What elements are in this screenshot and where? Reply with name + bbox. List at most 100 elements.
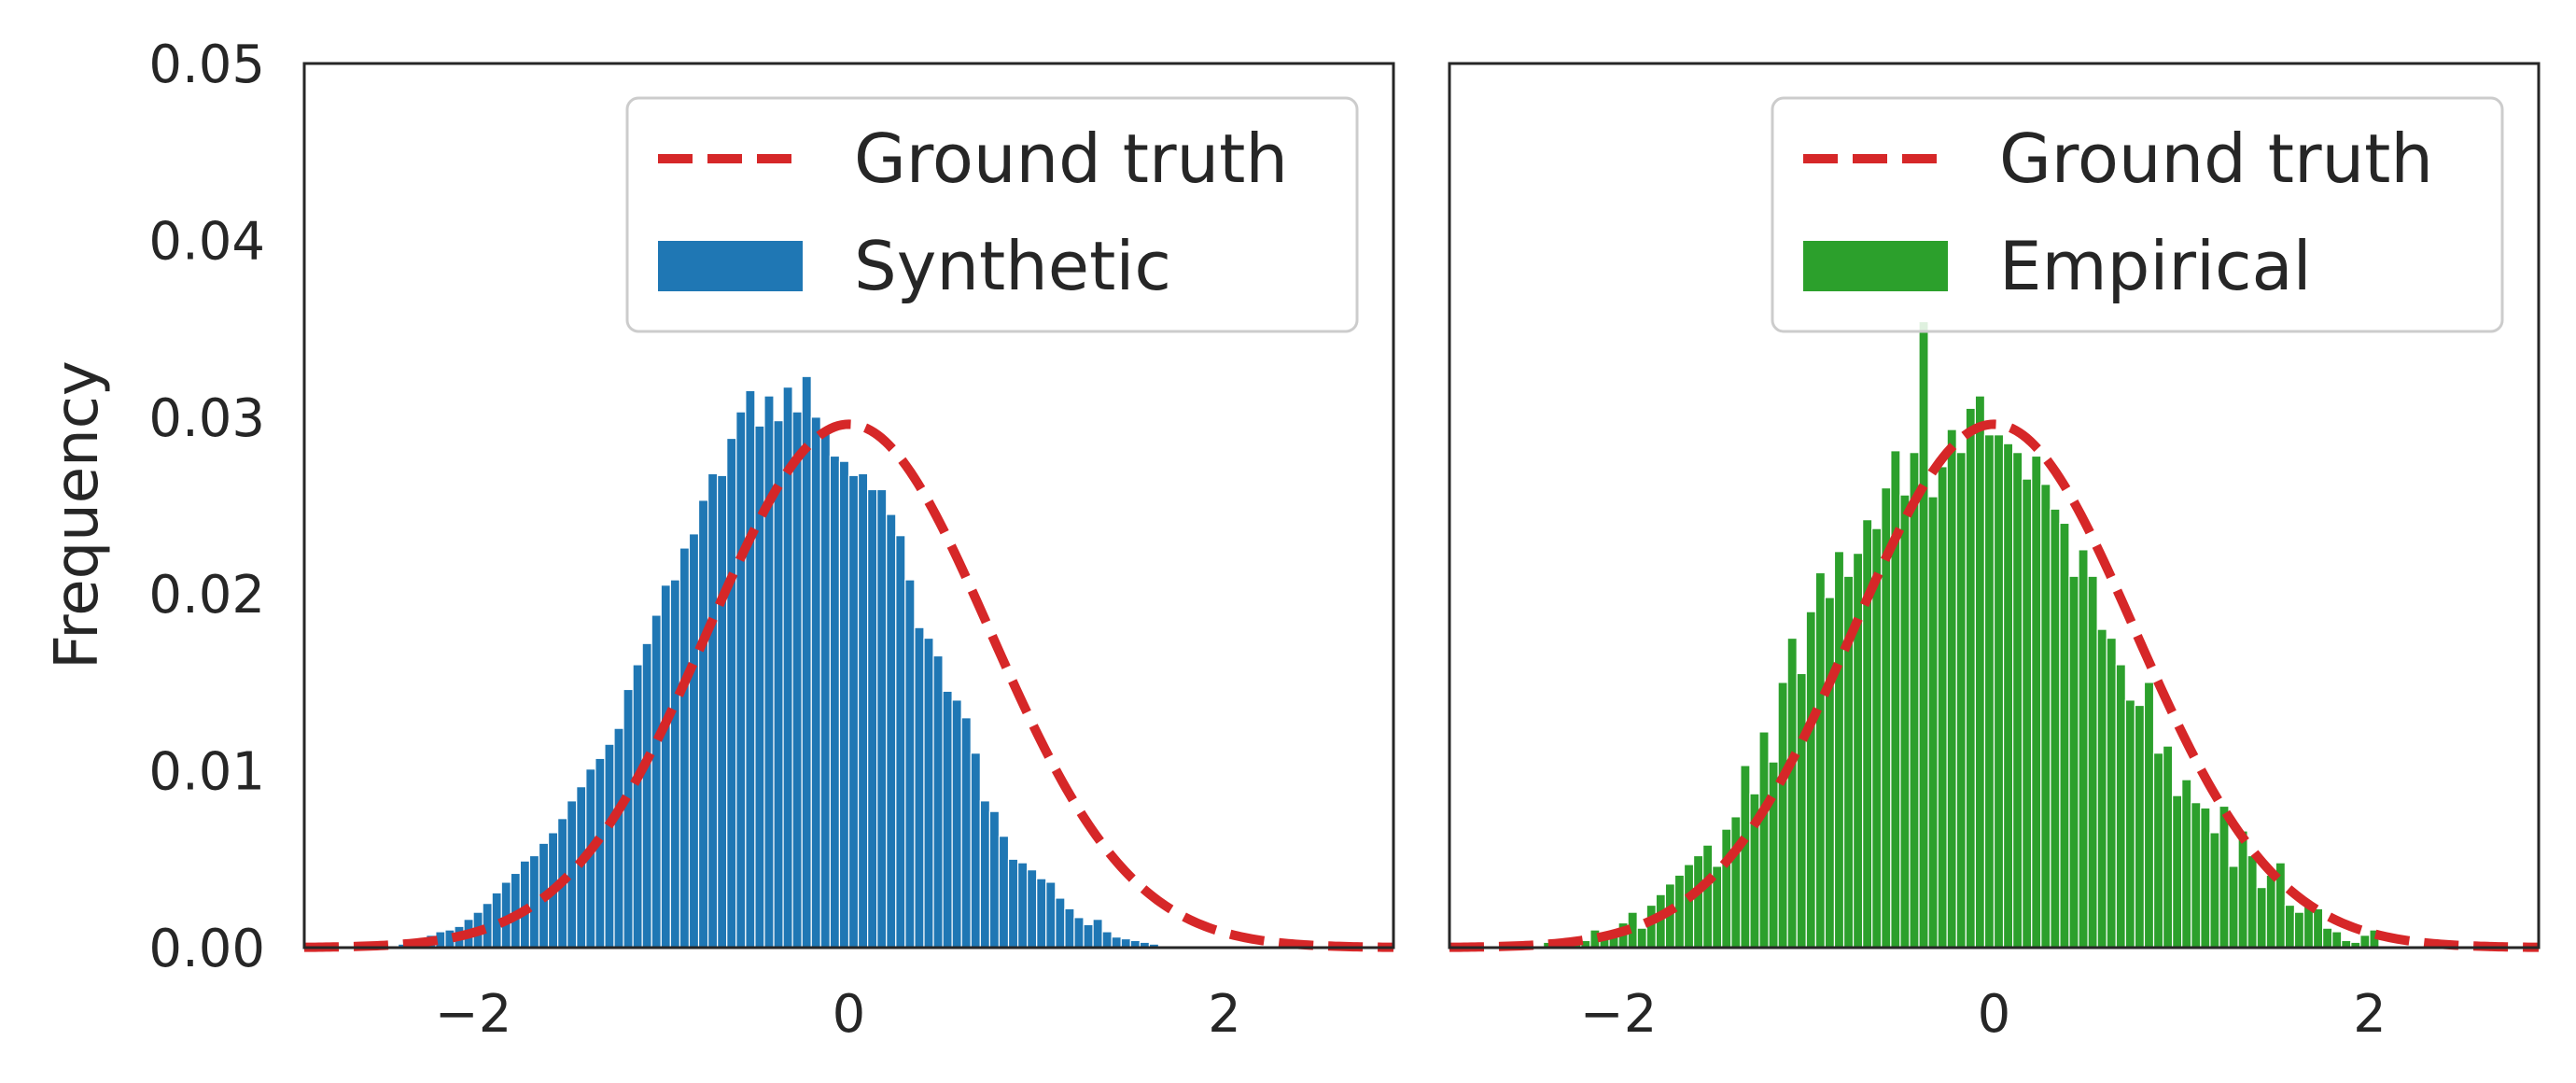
right-panel: −2 0 2 Ground truth Empirical (1448, 62, 2541, 1045)
legend: Ground truth Empirical (1771, 96, 2504, 333)
histogram-bar (763, 395, 775, 949)
histogram-bar (2293, 911, 2305, 949)
histogram-bar (886, 513, 897, 949)
y-tick-label: 0.02 (148, 565, 265, 626)
y-axis-label: Frequency (43, 360, 112, 669)
legend-box (625, 96, 1359, 333)
histogram-bar (2265, 874, 2276, 949)
histogram-bar (1993, 434, 2005, 949)
legend-label: Ground truth (1999, 120, 2433, 198)
histogram-bar (2331, 931, 2343, 949)
histogram-bar (2322, 927, 2333, 949)
histogram-bar (1965, 407, 1976, 949)
histogram-bar (2256, 886, 2267, 949)
histogram-bar (2078, 549, 2089, 949)
histogram-bar (1814, 571, 1827, 949)
y-tick-label: 0.00 (148, 919, 265, 979)
histogram-bar (1899, 494, 1911, 949)
histogram-bar (688, 533, 700, 949)
histogram-bar (942, 690, 953, 949)
histogram-bar (2050, 508, 2061, 949)
legend-patch-swatch (658, 241, 803, 291)
histogram-bar (651, 614, 662, 949)
histogram-bar (857, 472, 869, 949)
histogram-bar (2096, 628, 2107, 949)
x-tick-label: −2 (435, 984, 512, 1045)
x-tick-label: 0 (1978, 984, 2011, 1045)
histogram-bar (2022, 478, 2033, 949)
histogram-bar (2228, 865, 2239, 949)
histogram-bar (914, 626, 925, 949)
histogram-bar (1918, 320, 1929, 949)
histogram-bar (1101, 931, 1113, 949)
histogram-bar (1636, 927, 1647, 949)
histogram-bar (2247, 854, 2258, 949)
histogram-bar (819, 430, 831, 949)
legend-label: Synthetic (854, 227, 1171, 305)
histogram-bars (1542, 320, 2380, 949)
histogram-bar (2312, 907, 2324, 949)
histogram-bar (623, 688, 634, 949)
histogram-bar (1683, 864, 1695, 949)
legend-patch-swatch (1803, 241, 1948, 291)
histogram-bar (988, 810, 1001, 949)
histogram-bar (669, 579, 681, 949)
histogram-bar (1890, 450, 1901, 949)
legend-label: Empirical (1999, 227, 2312, 305)
histogram-bar (1692, 854, 1704, 949)
histogram-bar (2181, 779, 2192, 949)
x-tick-label: −2 (1580, 984, 1658, 1045)
histogram-bar (1055, 897, 1066, 949)
histogram-bar (1027, 869, 1038, 949)
histogram-bar (528, 854, 540, 949)
histogram-bar (2068, 575, 2079, 949)
histogram-bar (519, 860, 531, 949)
histogram-bar (838, 460, 850, 949)
histogram-bar (979, 800, 990, 949)
histogram-bar (1016, 862, 1029, 949)
histogram-bar (2172, 795, 2183, 949)
histogram-bar (2191, 802, 2202, 949)
histogram-bar (2124, 699, 2136, 949)
x-tick-label: 2 (2353, 984, 2387, 1045)
histogram-bar (960, 717, 972, 949)
y-tick-label: 0.01 (148, 742, 265, 803)
histogram-bar (2162, 745, 2174, 949)
histogram-bar (2106, 637, 2117, 949)
histogram-bar (998, 836, 1010, 949)
histogram-bar (595, 757, 606, 949)
histogram-bar (1786, 637, 1798, 949)
histogram-bar (2134, 704, 2146, 949)
histogram-bar (632, 664, 643, 949)
histogram-bar (895, 535, 906, 949)
histogram-bar (1983, 434, 1995, 949)
histogram-bar (641, 642, 652, 949)
x-tick-label: 2 (1208, 984, 1241, 1045)
left-panel: −2 0 2 0.00 0.01 0.02 0.03 0.04 0.05 Frequency Gro… (43, 35, 1395, 1045)
y-tick-label: 0.03 (148, 388, 265, 449)
histogram-bar (2284, 904, 2296, 949)
histogram-bar (2209, 832, 2220, 949)
histogram-bar (2200, 807, 2211, 949)
histogram-bar (1974, 395, 1986, 949)
histogram-bar (923, 637, 934, 949)
histogram-bar (1833, 551, 1845, 949)
histogram-bar (829, 455, 841, 949)
histogram-bar (2040, 484, 2051, 949)
axes-frame (302, 62, 1395, 949)
histogram-bar (801, 375, 812, 949)
ground-truth-curve (303, 419, 1394, 952)
y-tick-label: 0.04 (148, 211, 265, 272)
histogram-bar (604, 743, 615, 949)
histogram-bar (1007, 858, 1019, 949)
axes-frame (1448, 62, 2541, 949)
histogram-bar (1740, 765, 1751, 949)
histogram-bar (2143, 682, 2155, 949)
histogram-bar (1927, 496, 1939, 949)
histogram-bar (1721, 828, 1732, 949)
ground-truth-curve (1449, 419, 2540, 952)
histogram-bar (567, 800, 578, 949)
histogram-bar (2059, 522, 2070, 949)
x-tick-label: 0 (833, 984, 866, 1045)
histogram-bar (1036, 878, 1047, 949)
